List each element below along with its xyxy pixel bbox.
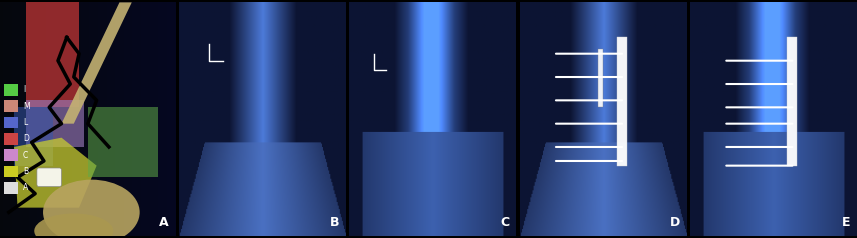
FancyBboxPatch shape [37, 168, 62, 187]
Bar [3, 117, 17, 128]
Text: L: L [23, 118, 27, 127]
Bar [616, 37, 626, 166]
Bar [3, 133, 17, 145]
Text: C: C [23, 151, 28, 160]
Text: D: D [669, 216, 680, 229]
Bar [3, 149, 17, 161]
Bar [3, 166, 17, 177]
Text: A: A [159, 216, 169, 229]
Bar [787, 37, 797, 166]
Text: D: D [23, 134, 29, 143]
Polygon shape [14, 138, 97, 208]
Text: C: C [500, 216, 510, 229]
Ellipse shape [34, 213, 113, 238]
Text: M: M [23, 102, 29, 111]
Bar [3, 182, 17, 194]
Bar [598, 49, 603, 107]
Bar [3, 100, 17, 112]
Polygon shape [27, 100, 84, 147]
Ellipse shape [43, 180, 140, 238]
Polygon shape [14, 107, 52, 166]
Polygon shape [87, 107, 158, 177]
Text: B: B [23, 167, 28, 176]
Text: I: I [23, 85, 25, 94]
Polygon shape [27, 2, 79, 107]
Text: E: E [842, 216, 850, 229]
Text: B: B [330, 216, 339, 229]
Text: A: A [23, 183, 28, 192]
Bar [3, 84, 17, 96]
Polygon shape [62, 2, 132, 124]
